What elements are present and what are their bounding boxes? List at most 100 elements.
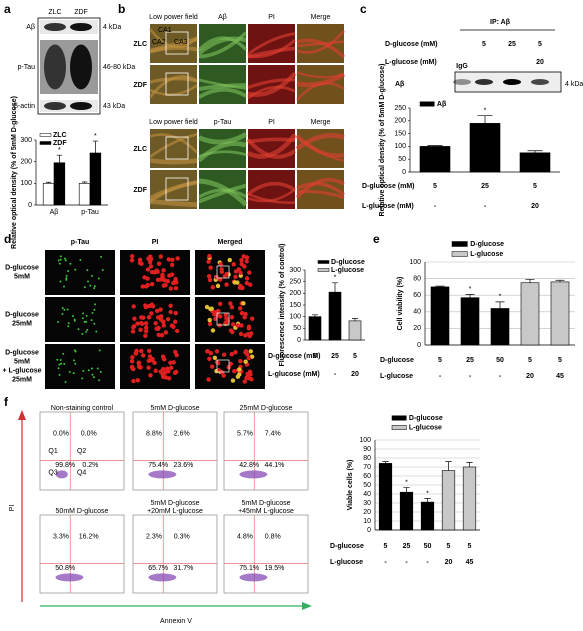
panel-label: d [4,232,11,246]
blot-label: β-actin [14,103,35,110]
legend-label: D-glucose [331,259,365,266]
cell [155,326,161,331]
y-tick-label: 300 [289,267,301,274]
panel-label: a [4,2,11,16]
cell [207,321,213,327]
cell [217,301,223,307]
x-table-value: 20 [351,371,359,378]
texture [295,177,345,199]
cell [131,366,136,372]
cell [248,282,253,287]
flow-plot [39,411,125,491]
x-table-value: 5 [558,357,562,364]
cell [74,362,77,365]
x-table-value: - [334,371,337,378]
bar [519,152,551,173]
error-bar [525,279,535,283]
y-tick-label: 50 [293,325,301,332]
significance: * [469,286,472,293]
row-label: 25mM [12,376,32,383]
y-tick-label: 100 [409,259,421,266]
quadrant-percent: 0.0% [53,431,69,438]
quadrant-percent: 2.3% [146,534,162,541]
cell [224,282,229,287]
cell [239,323,244,328]
cell [224,271,230,277]
cell [210,328,216,333]
micrograph [45,297,115,342]
cell [214,275,219,280]
quadrant-percent: 19.5% [264,565,284,572]
cell [246,376,252,381]
cell [169,365,174,370]
texture [198,183,247,204]
cell [143,284,149,289]
significance: * [58,147,61,154]
x-table-label: D-glucose (mM) [362,183,415,190]
cell [173,310,178,316]
cell [135,378,141,383]
roi-box [165,72,189,96]
image-header: p-Tau [71,239,90,246]
y-tick-label: 0 [28,202,32,209]
x-tick-label: Aβ [50,209,59,216]
error-bar [312,314,318,317]
plot-title: 5mM D-glucose [150,405,199,412]
cell [137,260,143,266]
quadrant-percent: 99.8% [55,462,75,469]
cell [56,358,59,361]
cell [227,257,232,263]
x-table-value: 20 [531,203,539,210]
cell [57,259,60,262]
cell [92,376,95,379]
cell [81,317,84,320]
condition-label: D-glucose (mM) [385,41,438,48]
legend-label: L-glucose [470,251,503,258]
y-tick-label: 30 [363,500,371,507]
x-table-value: - [484,203,487,210]
cell [230,322,236,327]
panel-label: b [118,2,125,16]
bar [490,308,510,346]
region-label: CA3 [174,39,188,46]
legend-swatch [39,141,52,145]
cell [143,303,148,308]
cell [241,254,246,259]
quadrant-percent: 75.1% [239,565,259,572]
cell [65,277,68,280]
x-table-value: 5 [353,353,357,360]
cell [129,258,135,263]
x-axis-title: Annexin V [160,618,192,625]
condition-value: 5 [538,41,542,48]
bar [430,286,450,346]
cell [83,320,86,323]
cell [230,378,236,383]
x-table-value: 20 [526,373,534,380]
legend-label: Aβ [437,101,447,108]
cell [170,257,175,263]
quadrant-percent: 31.7% [173,565,193,572]
cell [174,352,179,358]
cell [67,325,70,328]
cell [67,322,70,325]
roi-box [216,265,230,279]
cell [87,369,90,372]
cell [167,273,172,278]
x-table-value: - [469,373,472,380]
cell [247,270,252,275]
quadrant-percent: 8.8% [146,431,162,438]
y-axis-label: Fluorescence intensity (% of control) [279,244,286,367]
cell [161,283,167,288]
cell [131,324,137,329]
x-table-value: 5 [447,543,451,550]
image-header: Merged [218,239,243,246]
y-tick-label: 10 [363,518,371,525]
micrograph [45,344,115,389]
cell [219,267,224,272]
cell [143,325,149,330]
texture [198,178,248,207]
significance: * [426,490,429,497]
x-table-value: 25 [331,353,339,360]
cell [243,359,248,364]
blot-label: Aβ [395,81,405,88]
